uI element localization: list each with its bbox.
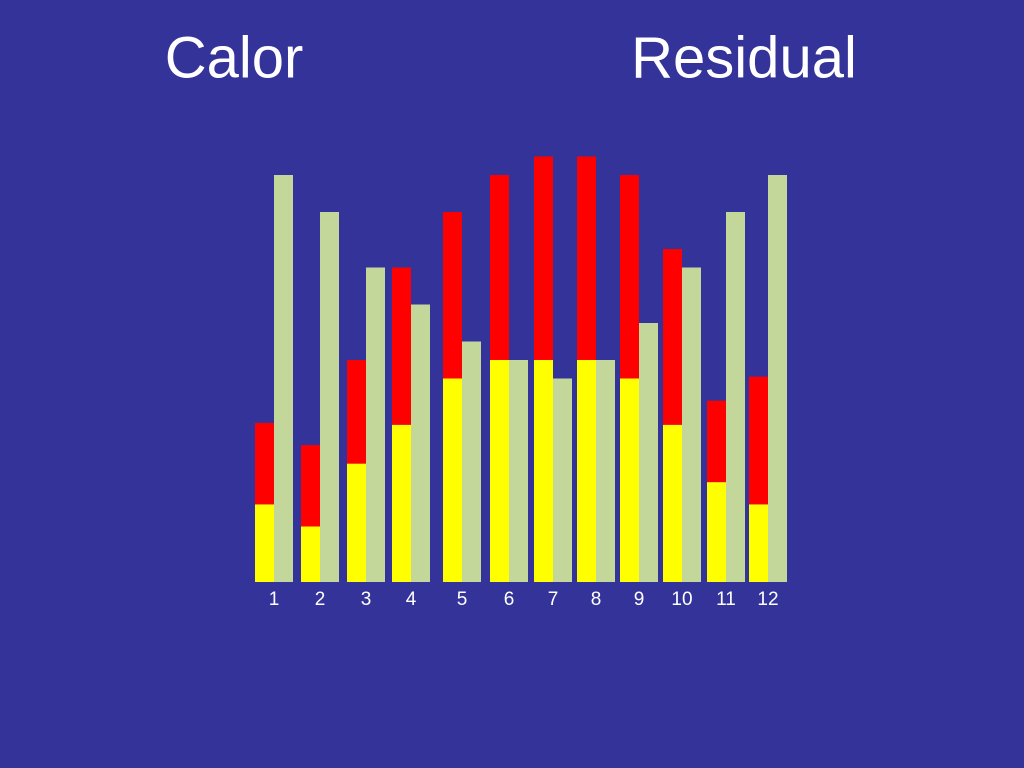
x-tick-label: 2	[315, 589, 326, 610]
bar-segment	[663, 424, 682, 582]
bar-segment	[553, 378, 572, 582]
x-tick-label: 8	[591, 589, 602, 610]
bar-segment	[726, 212, 745, 582]
bar-segment	[347, 360, 366, 464]
x-tick-label: 4	[406, 589, 417, 610]
bar-segment	[749, 376, 768, 505]
bar-segment	[443, 212, 462, 379]
bar-segment	[768, 175, 787, 582]
bar-segment	[255, 504, 274, 582]
x-tick-label: 10	[671, 589, 692, 610]
bar-segment	[707, 400, 726, 483]
bar-segment	[392, 424, 411, 582]
bar-segment	[509, 360, 528, 582]
bar-segment	[274, 175, 293, 582]
x-tick-label: 6	[504, 589, 515, 610]
bar-segment	[411, 304, 430, 582]
x-tick-label: 12	[757, 589, 778, 610]
bar-segment	[443, 378, 462, 582]
x-tick-label: 7	[548, 589, 559, 610]
bar-segment	[620, 175, 639, 379]
x-tick-label: 11	[716, 589, 736, 610]
x-tick-label: 5	[457, 589, 468, 610]
x-tick-label: 1	[269, 589, 280, 610]
bar-segment	[596, 360, 615, 582]
title-right: Residual	[631, 25, 857, 90]
bar-segment	[577, 360, 596, 582]
bar-segment	[392, 267, 411, 425]
bar-segment	[462, 341, 481, 582]
bar-segment	[577, 156, 596, 360]
bar-segment	[490, 360, 509, 582]
bar-segment	[490, 175, 509, 360]
bar-segment	[301, 445, 320, 527]
bar-segment	[639, 323, 658, 582]
bar-segment	[663, 249, 682, 425]
bar-segment	[347, 463, 366, 582]
bar-segment	[682, 267, 701, 582]
x-tick-label: 3	[361, 589, 372, 610]
bar-segment	[707, 482, 726, 582]
bar-segment	[255, 422, 274, 505]
bar-segment	[534, 360, 553, 582]
bar-segment	[320, 212, 339, 582]
bar-segment	[620, 378, 639, 582]
bar-segment	[749, 504, 768, 582]
bar-segment	[301, 526, 320, 582]
x-tick-label: 9	[634, 589, 645, 610]
bar-segment	[366, 267, 385, 582]
title-left: Calor	[165, 25, 304, 90]
bar-segment	[534, 156, 553, 360]
